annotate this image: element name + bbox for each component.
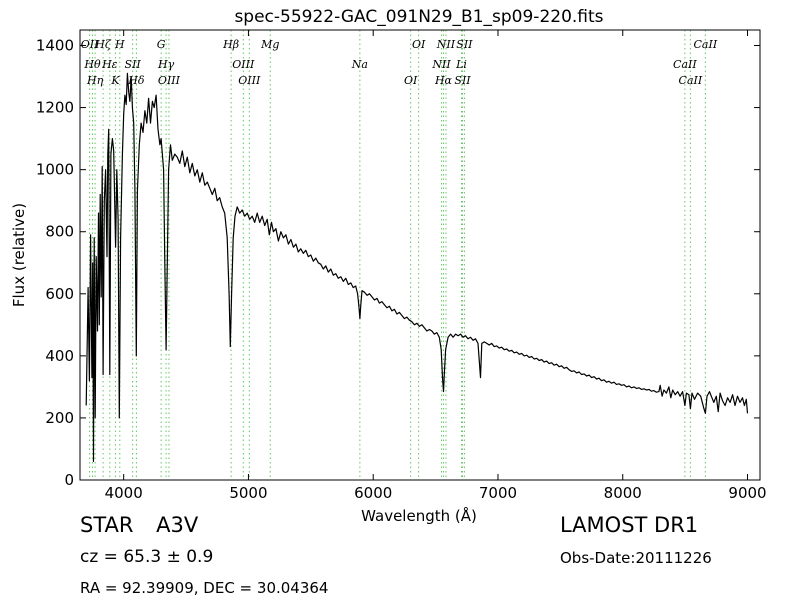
spectral-line-label: Hδ (127, 74, 145, 87)
x-tick-label: 7000 (479, 484, 517, 502)
spectral-line-label: K (110, 74, 120, 87)
chart-title: spec-55922-GAC_091N29_B1_sp09-220.fits (234, 7, 603, 27)
object-subclass: A3V (156, 513, 199, 537)
spectral-line-label: CaII (679, 74, 703, 87)
observation-date: Obs-Date:20111226 (560, 549, 712, 567)
spectral-line-labels: OIIHθHηHζHεKHSIIHδGHγOIIIHβOIIIOIIIMgNaO… (81, 38, 718, 87)
spectral-line-label: NII (431, 58, 451, 71)
plot-area-frame (79, 29, 761, 481)
spectral-line-label: OI (404, 74, 418, 87)
x-tick-label: 5000 (229, 484, 267, 502)
x-tick-label: 9000 (728, 484, 766, 502)
spectral-line-label: CaII (694, 38, 718, 51)
y-tick-label: 600 (45, 285, 74, 303)
x-tick-label: 8000 (604, 484, 642, 502)
spectral-line-label: NII (436, 38, 456, 51)
x-axis-label: Wavelength (Å) (361, 506, 477, 525)
spectral-line-label: OI (412, 38, 426, 51)
spectral-line-label: Hη (86, 74, 104, 87)
spectral-line-label: SII (456, 38, 473, 51)
spectral-line-label: OII (81, 38, 99, 51)
spectral-line-markers (89, 30, 706, 480)
y-tick-label: 800 (45, 223, 74, 241)
x-tick-label: 6000 (354, 484, 392, 502)
x-axis-ticks: 4000 5000 6000 7000 8000 9000 (105, 30, 767, 502)
spectral-line-label: CaII (673, 58, 697, 71)
spectral-line-label: Hζ (94, 38, 112, 51)
y-axis-label: Flux (relative) (10, 203, 28, 307)
spectral-line-label: SII (454, 74, 471, 87)
spectral-line-label: Hγ (157, 58, 175, 71)
spectral-line-label: Hθ (83, 58, 101, 71)
y-tick-label: 0 (64, 471, 74, 489)
y-tick-label: 400 (45, 347, 74, 365)
y-axis-ticks: 0 200 400 600 800 1000 1200 1400 (36, 37, 760, 489)
y-tick-label: 1200 (36, 99, 74, 117)
spectral-line-label: OIII (238, 74, 261, 87)
y-tick-label: 200 (45, 409, 74, 427)
object-classification: STAR A3V (80, 513, 198, 537)
spectrum-line (85, 72, 749, 462)
object-type: STAR (80, 513, 134, 537)
spectral-line-label: Mg (260, 38, 279, 51)
y-tick-label: 1000 (36, 161, 74, 179)
spectral-line-label: OIII (232, 58, 255, 71)
ra-dec-coordinates: RA = 92.39909, DEC = 30.04364 (80, 579, 329, 597)
spectral-line-label: OIII (158, 74, 181, 87)
spectral-line-label: Hβ (222, 38, 239, 51)
spectral-line-label: Hε (101, 58, 118, 71)
y-tick-label: 1400 (36, 37, 74, 55)
spectral-line-label: Na (351, 58, 368, 71)
redshift-cz: cz = 65.3 ± 0.9 (80, 547, 214, 567)
spectral-line-label: Li (455, 58, 467, 71)
x-tick-label: 4000 (105, 484, 143, 502)
spectral-line-label: G (157, 38, 166, 51)
survey-name: LAMOST DR1 (560, 513, 699, 537)
spectral-line-label: SII (125, 58, 142, 71)
spectral-line-label: Hα (434, 74, 453, 87)
spectral-line-label: H (114, 38, 125, 51)
